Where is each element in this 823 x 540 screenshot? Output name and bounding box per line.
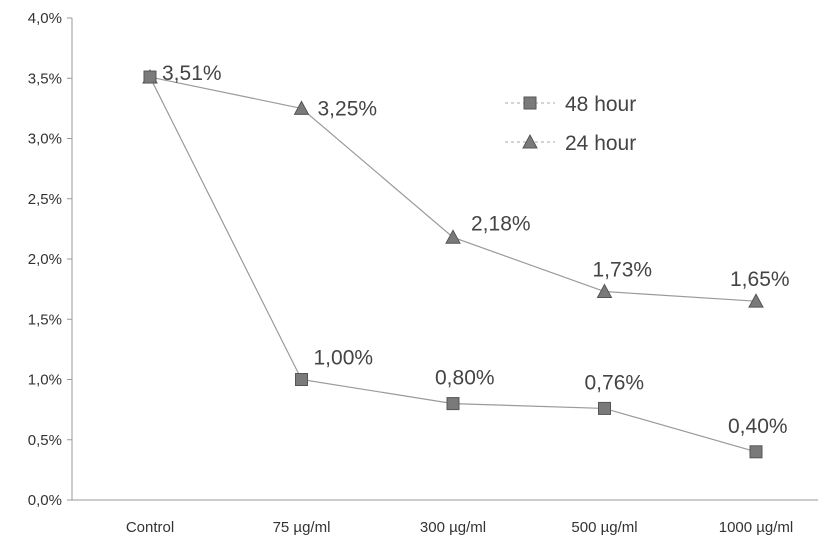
data-point-48-hour [446,397,460,411]
y-tick-label: 3,0% [28,131,62,148]
legend: 48 hour 24 hour [505,93,636,155]
data-point-24-hour [293,100,310,115]
data-labels: 3,51% 1,00% 0,80% 0,76% 0,40% 3,25% 2,18% 1,73%… [162,62,790,438]
legend-marker [523,96,537,110]
data-point-24-hour [445,229,461,244]
data-label-48-hour: 0,40% [728,415,788,438]
legend-label: 24 hour [565,132,636,155]
data-label-48-hour: 3,51% [162,62,222,85]
x-tick-label: 1000 µg/ml [719,519,794,536]
y-tick-label: 4,0% [28,10,62,27]
legend-marker [522,133,538,149]
y-tick-label: 2,5% [28,191,62,208]
y-tick-label: 3,5% [28,70,62,87]
data-point-48-hour [749,445,763,459]
legend-label: 48 hour [565,93,636,116]
data-point-48-hour [143,70,157,84]
y-tick-label: 0,0% [28,492,62,509]
data-label-48-hour: 0,80% [435,367,495,390]
data-label-48-hour: 1,00% [314,347,374,370]
x-tick-label: 500 µg/ml [571,519,637,536]
y-tick-label: 2,0% [28,251,62,268]
data-label-24-hour: 2,18% [471,212,531,235]
data-label-24-hour: 1,73% [593,259,653,282]
data-point-48-hour [598,401,611,415]
series-lines [149,76,757,453]
data-label-48-hour: 0,76% [585,371,645,394]
axes: 0,0% 0,5% 1,0% 1,5% 2,0% 2,5% 3,0% 3,5% 4,0% Cont… [28,10,818,536]
data-point-48-hour [295,373,308,386]
series-line-48-hour [149,76,757,453]
data-point-24-hour [748,293,764,308]
series-markers [142,68,764,459]
x-tick-label: Control [126,519,174,536]
y-tick-label: 1,0% [28,372,62,389]
data-label-24-hour: 3,25% [318,97,378,120]
y-tick-label: 1,5% [28,311,62,328]
data-label-24-hour: 1,65% [730,268,790,291]
x-tick-label: 75 µg/ml [273,519,331,536]
series-line-24-hour [149,76,757,302]
x-tick-label: 300 µg/ml [420,519,486,536]
y-tick-label: 0,5% [28,432,62,449]
data-point-24-hour [596,283,613,299]
